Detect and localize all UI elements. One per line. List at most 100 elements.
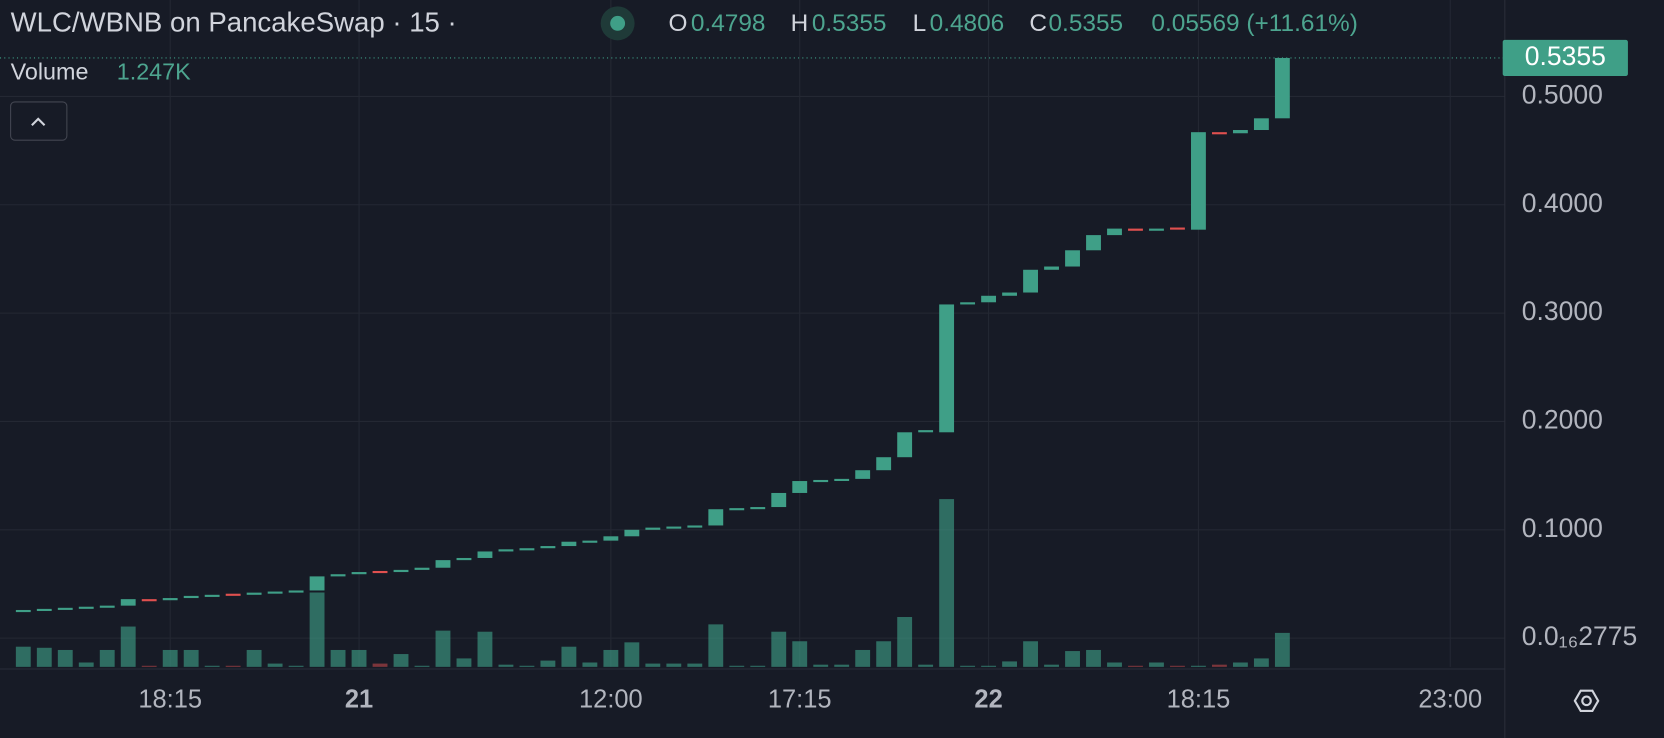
candle-body	[666, 526, 682, 529]
candle-body	[687, 525, 703, 528]
legend-change: 0.05569 (+11.61%)	[1151, 10, 1357, 37]
volume-bar	[624, 642, 640, 667]
legend-letter: O	[669, 10, 688, 37]
volume-bar	[981, 665, 997, 667]
candle-body	[78, 606, 94, 609]
x-tick-label: 18:15	[138, 686, 202, 714]
candle-body	[1149, 228, 1164, 231]
x-tick-label: 17:15	[768, 686, 832, 714]
collapse-button-frame[interactable]	[10, 101, 68, 141]
volume-bar	[225, 665, 241, 667]
volume-bar	[855, 649, 871, 667]
candle-body	[99, 605, 115, 608]
volume-bar	[1232, 662, 1248, 667]
volume-pane	[15, 499, 1290, 667]
candle-body	[960, 302, 976, 305]
candle-body	[1044, 266, 1059, 270]
volume-bar	[1211, 664, 1227, 667]
candle-body	[351, 572, 367, 575]
legend-value: 0.4798	[691, 10, 766, 37]
candle-body	[561, 541, 577, 547]
legend-letter: H	[791, 10, 809, 37]
candle-body	[1211, 132, 1227, 135]
y-tick-label: 0.5000	[1522, 79, 1603, 109]
collapse-button[interactable]	[10, 101, 68, 141]
volume-bar	[162, 649, 178, 667]
candle-body	[372, 570, 388, 574]
volume-bar	[666, 663, 682, 667]
volume-bar	[960, 665, 976, 667]
candles	[0, 57, 1505, 613]
volume-bar	[1253, 658, 1269, 667]
axes: 0.0₁₆2775 0.1000 0.2000 0.3000 0.4000 0.5000 1…	[138, 39, 1637, 714]
candle-body	[834, 478, 850, 482]
volume-bar	[876, 641, 892, 667]
volume-bar	[351, 649, 367, 667]
volume-bar	[834, 664, 850, 667]
volume-value: 1.247K	[117, 58, 191, 84]
candle-body	[15, 609, 31, 613]
x-tick-label: 22	[974, 686, 1002, 714]
volume-bar	[519, 665, 535, 667]
volume-bar	[729, 665, 745, 667]
chart-title: WLC/WBNB on PancakeSwap · 15 ·	[11, 7, 457, 38]
y-tick-label: 0.2000	[1522, 404, 1603, 434]
status-dot	[610, 15, 626, 31]
volume-bar	[414, 665, 430, 667]
candle-body	[36, 608, 52, 612]
candle-body	[792, 481, 808, 493]
grid	[0, 0, 1505, 667]
candle-body	[1065, 250, 1080, 267]
volume-bar	[1044, 664, 1059, 667]
volume-bar	[1191, 665, 1206, 667]
volume-bar	[372, 663, 388, 667]
candle-body	[519, 548, 535, 551]
volume-bar	[645, 663, 661, 667]
candle-body	[708, 509, 724, 526]
volume-bar	[1274, 632, 1290, 667]
settings-button[interactable]	[1573, 689, 1600, 712]
candle-body	[1002, 292, 1018, 296]
candle-body	[456, 557, 472, 561]
volume-bar	[477, 631, 493, 667]
volume-bar	[603, 649, 619, 667]
legend-value: 0.4806	[930, 10, 1005, 37]
candle-body	[246, 592, 262, 595]
settings-icon[interactable]	[1573, 689, 1600, 712]
candle-body	[477, 551, 493, 558]
volume-bar	[246, 649, 262, 667]
last-price-tag	[1502, 39, 1628, 77]
volume-bar	[708, 624, 724, 667]
volume-bar	[57, 649, 73, 667]
candle-body	[309, 576, 325, 591]
candle-body	[918, 430, 934, 433]
volume-bar	[1128, 665, 1143, 667]
volume-title: Volume	[11, 58, 89, 84]
legend-value: 0.5355	[812, 10, 887, 37]
candle-body	[330, 574, 346, 577]
volume-bar	[309, 592, 325, 667]
volume-bar	[330, 649, 346, 667]
volume-bar	[456, 658, 472, 667]
volume-bar	[1086, 649, 1101, 667]
candle-body	[1023, 269, 1038, 293]
candle-body	[939, 304, 955, 433]
candle-body	[393, 569, 409, 573]
candle-body	[225, 593, 241, 596]
volume-bar	[939, 499, 955, 667]
candle-body	[267, 591, 283, 594]
candle-body	[162, 598, 178, 601]
candle-body	[435, 560, 451, 568]
volume-bar	[1170, 665, 1185, 667]
candle-body	[1170, 227, 1185, 230]
candle-body	[1107, 228, 1122, 236]
candle-body	[57, 607, 73, 610]
volume-bar	[813, 664, 829, 667]
candle-body	[1191, 132, 1206, 230]
candle-body	[498, 549, 514, 552]
volume-bar	[561, 646, 577, 667]
candle-body	[288, 590, 304, 593]
volume-bar	[204, 665, 220, 667]
legend-value: 0.5355	[1048, 10, 1123, 37]
